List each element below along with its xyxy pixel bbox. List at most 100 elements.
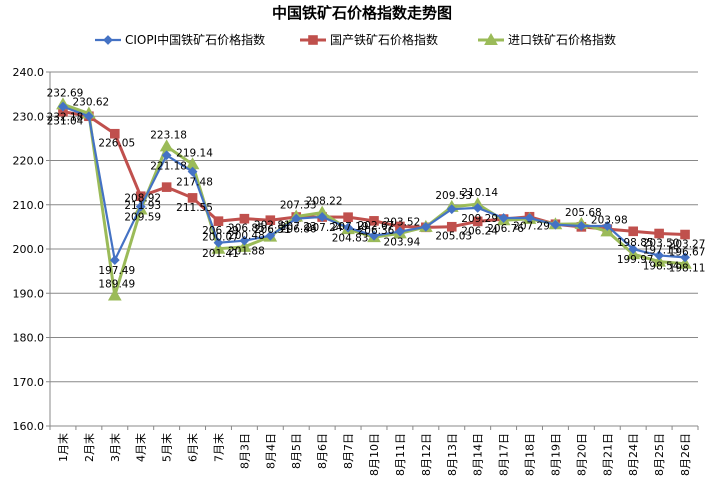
data-point	[576, 221, 587, 231]
data-point	[654, 228, 664, 239]
x-tick-label: 8月14日	[472, 433, 485, 476]
data-label: 223.18	[150, 129, 187, 141]
data-label: 206.76	[487, 223, 524, 235]
data-point	[237, 239, 252, 252]
y-tick-label: 160.0	[13, 420, 45, 433]
data-label: 203.52	[384, 216, 421, 228]
data-point	[395, 226, 405, 237]
data-point	[628, 244, 639, 255]
data-point	[291, 213, 302, 224]
data-point	[110, 128, 120, 139]
y-tick-label: 230.0	[13, 110, 45, 123]
data-point	[211, 241, 226, 254]
data-label: 232.18	[47, 112, 84, 124]
chart-title: 中国铁矿石价格指数走势图	[271, 4, 452, 22]
data-point	[109, 255, 120, 266]
data-point	[58, 101, 68, 112]
data-point	[239, 235, 250, 246]
data-label: 232.69	[47, 87, 84, 99]
data-point	[680, 252, 690, 263]
data-label: 203.27	[669, 239, 706, 251]
data-label: 206.24	[461, 225, 498, 237]
data-label: 206.36	[358, 225, 395, 237]
data-label: 206.85	[228, 223, 265, 235]
legend-marker	[308, 35, 318, 45]
data-point	[550, 219, 561, 230]
data-label: 198.11	[669, 262, 706, 274]
data-label: 210.14	[461, 187, 498, 199]
data-label: 197.49	[98, 265, 135, 277]
y-tick-label: 190.0	[13, 287, 45, 300]
x-tick-label: 8月17日	[498, 433, 511, 476]
x-tick-label: 8月24日	[627, 433, 640, 476]
data-point	[107, 288, 122, 301]
x-tick-label: 8月12日	[420, 433, 433, 476]
data-label: 205.03	[435, 231, 472, 243]
data-point	[472, 202, 483, 213]
x-tick-label: 8月26日	[679, 433, 692, 476]
data-point	[602, 221, 613, 231]
data-label: 198.54	[643, 260, 680, 272]
x-tick-label: 8月25日	[653, 433, 666, 476]
data-point	[524, 213, 535, 223]
x-tick-label: 8月6日	[316, 433, 329, 469]
x-tick-label: 6月末	[186, 433, 200, 462]
legend-marker	[484, 32, 498, 45]
data-label: 209.59	[124, 212, 161, 224]
data-label: 219.14	[176, 147, 213, 159]
y-tick-label: 220.0	[13, 155, 45, 168]
data-point	[678, 256, 692, 269]
data-point	[446, 204, 457, 215]
data-point	[369, 216, 379, 226]
data-label: 203.94	[384, 237, 421, 249]
x-tick-label: 3月末	[108, 433, 122, 462]
data-label: 207.23	[280, 221, 317, 233]
data-label: 217.48	[176, 177, 213, 189]
data-label: 207.19	[332, 221, 369, 233]
legend-label: CIOPI中国铁矿石价格指数	[125, 32, 265, 47]
x-tick-label: 8月4日	[264, 433, 277, 469]
x-tick-label: 8月11日	[394, 433, 407, 476]
data-point	[265, 230, 276, 241]
data-label: 209.29	[461, 213, 498, 225]
data-point	[652, 254, 666, 267]
data-label: 198.85	[617, 237, 654, 249]
y-tick-label: 240.0	[13, 66, 45, 79]
data-label: 205.68	[565, 207, 602, 219]
data-point	[135, 201, 146, 212]
data-point	[265, 215, 276, 225]
data-point	[239, 213, 250, 224]
x-tick-label: 7月末	[211, 433, 225, 462]
y-tick-label: 180.0	[13, 332, 45, 345]
data-point	[498, 213, 509, 223]
x-tick-label: 4月末	[134, 433, 148, 462]
data-label: 202.67	[358, 220, 395, 232]
x-tick-label: 8月10日	[368, 433, 381, 476]
series-0	[58, 101, 690, 266]
x-tick-label: 1月末	[56, 433, 70, 462]
data-label: 203.98	[591, 214, 628, 226]
data-label: 197.15	[643, 245, 680, 257]
data-label: 230.62	[73, 97, 110, 109]
data-label: 226.05	[98, 138, 135, 150]
data-label: 206.51	[254, 224, 291, 236]
data-label: 209.53	[435, 190, 472, 202]
data-label: 203.50	[643, 238, 680, 250]
data-point	[446, 221, 457, 232]
data-point	[83, 111, 94, 122]
data-point	[628, 226, 639, 237]
data-point	[213, 216, 224, 226]
legend-label: 进口铁矿石价格指数	[508, 32, 616, 47]
x-tick-label: 8月7日	[342, 433, 355, 469]
x-tick-label: 8月20日	[575, 433, 588, 476]
x-tick-label: 8月19日	[549, 433, 562, 476]
data-label: 200.48	[228, 230, 265, 242]
legend-label: 国产铁矿石价格指数	[330, 32, 438, 47]
data-label: 201.88	[228, 246, 265, 258]
data-point	[343, 212, 353, 222]
x-tick-label: 8月5日	[290, 433, 303, 469]
data-point	[187, 166, 198, 177]
data-label: 199.97	[617, 254, 654, 266]
x-tick-label: 8月3日	[238, 433, 251, 469]
